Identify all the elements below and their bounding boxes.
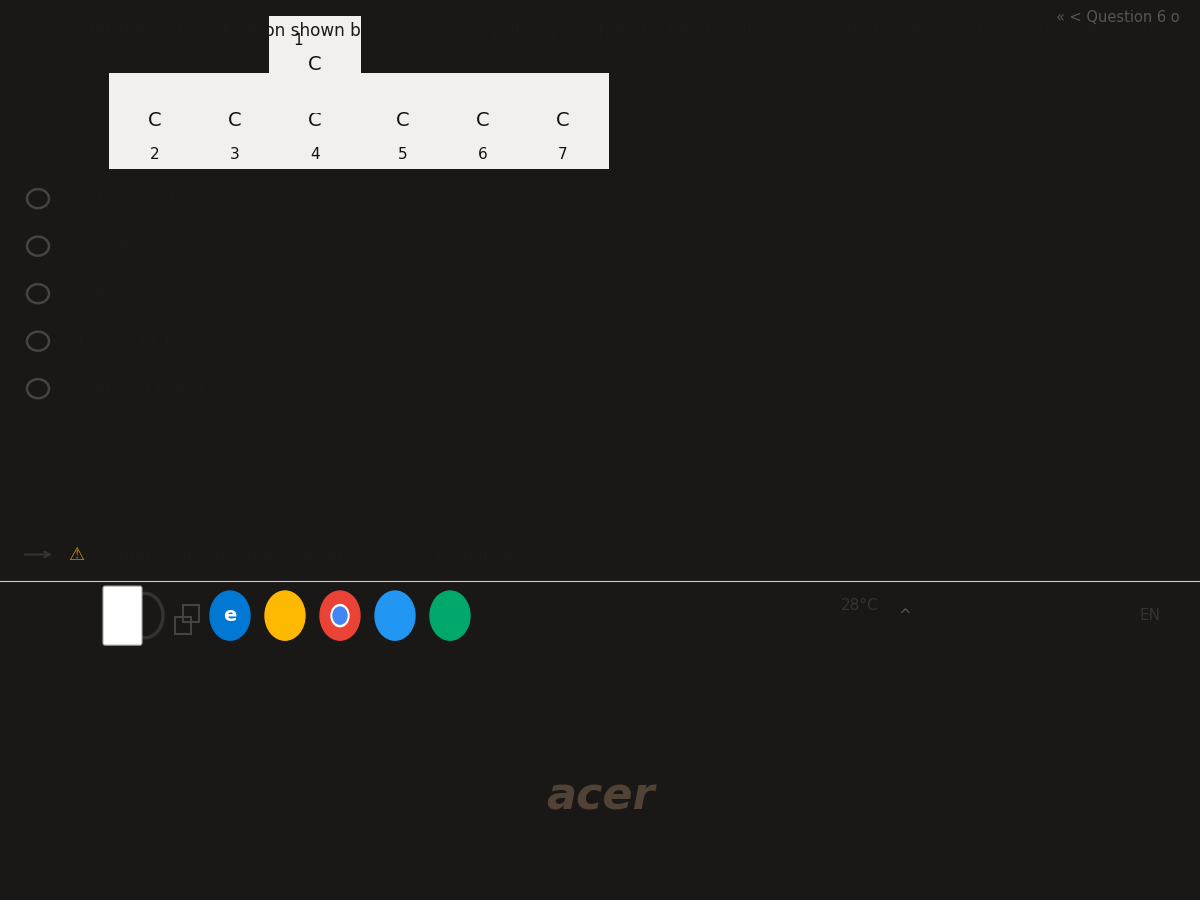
Text: c. 4: c. 4 — [72, 284, 104, 302]
Circle shape — [210, 591, 250, 640]
Text: ⚠: ⚠ — [68, 545, 84, 563]
Bar — [182, 605, 199, 622]
Bar — [175, 616, 191, 634]
Text: 2: 2 — [150, 147, 160, 162]
Text: C: C — [308, 112, 322, 130]
Text: e. any of them: e. any of them — [72, 380, 204, 398]
Text: C: C — [556, 112, 570, 130]
Text: a. 1, 2, or 7: a. 1, 2, or 7 — [72, 190, 176, 208]
Text: C: C — [476, 112, 490, 130]
FancyBboxPatch shape — [106, 589, 140, 643]
Text: 1: 1 — [293, 32, 302, 48]
Circle shape — [331, 605, 349, 626]
Circle shape — [265, 591, 305, 640]
Text: C: C — [148, 112, 162, 130]
Text: C: C — [228, 112, 242, 130]
Text: 3: 3 — [230, 147, 240, 162]
Text: acer: acer — [546, 776, 654, 819]
Text: d. 3, 5, or 6: d. 3, 5, or 6 — [72, 332, 176, 350]
Text: « < Question 6 o: « < Question 6 o — [1056, 11, 1180, 25]
Circle shape — [334, 607, 347, 625]
Text: 7: 7 — [558, 147, 568, 162]
Circle shape — [320, 591, 360, 640]
Text: 6: 6 — [478, 147, 488, 162]
Text: ^: ^ — [899, 608, 911, 623]
Text: EN: EN — [1140, 608, 1160, 623]
Text: 5: 5 — [398, 147, 408, 162]
Text: C: C — [308, 55, 322, 75]
Text: 4: 4 — [310, 147, 320, 162]
Text: Moving to another question will save this response.: Moving to another question will save thi… — [90, 545, 517, 563]
Text: e: e — [223, 606, 236, 626]
Circle shape — [430, 591, 470, 640]
Text: b. 2 or 6: b. 2 or 6 — [72, 238, 148, 256]
Circle shape — [374, 591, 415, 640]
Text: Consider the carbon skeleton shown below. To form a primary alcohol, the functio: Consider the carbon skeleton shown below… — [38, 22, 1156, 40]
Text: C: C — [396, 112, 410, 130]
Text: 28°C: 28°C — [841, 598, 878, 613]
